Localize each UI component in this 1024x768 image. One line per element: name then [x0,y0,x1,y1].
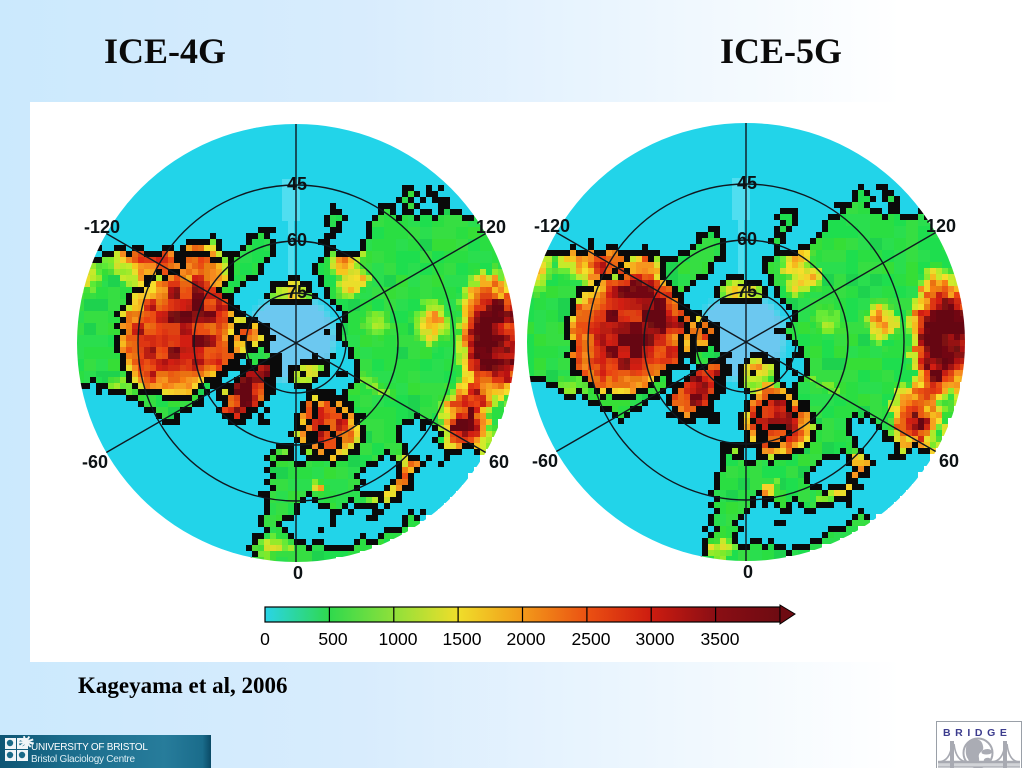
svg-text:60: 60 [737,229,757,249]
svg-text:UNIVERSITY OF BRISTOL: UNIVERSITY OF BRISTOL [31,742,148,753]
svg-text:45: 45 [737,173,757,193]
svg-text:1500: 1500 [443,629,482,649]
svg-text:3000: 3000 [636,629,675,649]
svg-text:120: 120 [926,216,956,236]
svg-text:2000: 2000 [507,629,546,649]
svg-text:1000: 1000 [379,629,418,649]
svg-text:Bristol Glaciology Centre: Bristol Glaciology Centre [31,754,135,765]
svg-text:60: 60 [287,230,307,250]
svg-text:120: 120 [476,217,506,237]
svg-text:0: 0 [293,563,303,583]
svg-text:3500: 3500 [701,629,740,649]
svg-text:-60: -60 [532,451,558,471]
svg-text:500: 500 [318,629,347,649]
svg-text:75: 75 [287,282,307,302]
svg-text:-60: -60 [82,452,108,472]
svg-text:60: 60 [489,452,509,472]
svg-text:2500: 2500 [572,629,611,649]
svg-text:0: 0 [743,562,753,582]
svg-text:BRIDGE: BRIDGE [943,727,1011,739]
svg-text:-120: -120 [84,217,120,237]
svg-text:-120: -120 [534,216,570,236]
svg-text:0: 0 [260,629,270,649]
svg-text:60: 60 [939,451,959,471]
svg-text:75: 75 [737,281,757,301]
svg-text:45: 45 [287,174,307,194]
